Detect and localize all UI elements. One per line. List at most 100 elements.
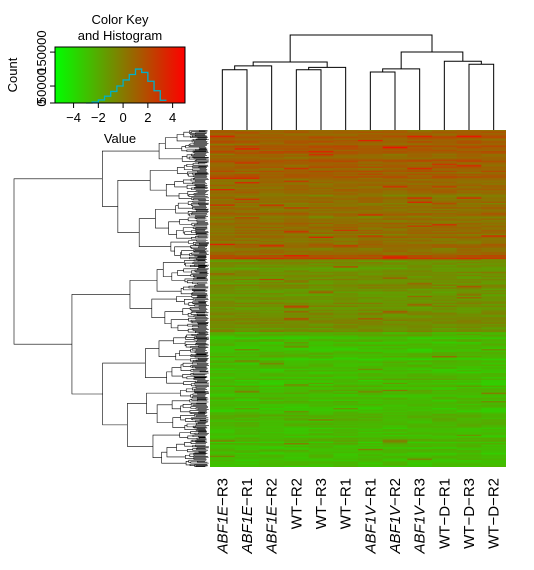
heatmap-cell — [456, 191, 482, 194]
heatmap-cell — [358, 457, 384, 460]
heatmap-cell — [210, 375, 236, 378]
column-dendrogram-branch — [468, 63, 495, 130]
heatmap-cell — [382, 429, 408, 432]
heatmap-cell — [284, 165, 310, 168]
heatmap-cell — [382, 448, 408, 451]
heatmap-cell — [259, 405, 285, 408]
heatmap-cell — [382, 337, 408, 340]
heatmap-cell — [358, 302, 384, 305]
heatmap-cell — [308, 335, 334, 338]
heatmap-cell — [259, 423, 285, 426]
row-dendrogram-branch — [191, 230, 196, 234]
heatmap-cell — [210, 233, 236, 236]
heatmap-cell — [382, 413, 408, 416]
heatmap-cell — [432, 370, 458, 373]
heatmap-cell — [481, 392, 506, 395]
heatmap-cell — [308, 174, 334, 177]
heatmap-cell — [456, 398, 482, 401]
heatmap-cell — [432, 280, 458, 283]
heatmap-cell — [234, 228, 260, 231]
heatmap-cell — [407, 384, 433, 387]
color-key: Color Key and Histogram −4 −2 0 2 4 05000015… — [5, 12, 186, 146]
heatmap-cell — [259, 408, 285, 411]
heatmap-cell — [358, 424, 384, 427]
heatmap-cell — [210, 436, 236, 439]
row-dendrogram-branch — [191, 366, 207, 369]
heatmap-cell — [333, 445, 359, 448]
heatmap-cell — [481, 342, 506, 345]
row-dendrogram-branch — [187, 449, 199, 453]
heatmap-cell — [210, 167, 236, 170]
heatmap-cell — [210, 291, 236, 294]
heatmap-cell — [234, 452, 260, 455]
heatmap-cell — [308, 396, 334, 399]
heatmap-cell — [358, 409, 384, 412]
heatmap-cell — [333, 325, 359, 328]
heatmap-cell — [333, 398, 359, 401]
heatmap-cell — [358, 329, 384, 332]
heatmap-cell — [234, 437, 260, 440]
heatmap-cell — [284, 377, 310, 380]
heatmap-cell — [358, 238, 384, 241]
heatmap-cell — [382, 346, 408, 349]
heatmap-cell — [407, 174, 433, 177]
heatmap-cell — [259, 291, 285, 294]
heatmap-cell — [234, 277, 260, 280]
heatmap-cell — [481, 252, 506, 255]
heatmap-cell — [481, 236, 506, 239]
heatmap-cell — [284, 155, 310, 158]
heatmap-cell — [481, 313, 506, 316]
heatmap-cell — [284, 276, 310, 279]
heatmap-cell — [382, 194, 408, 197]
heatmap-cell — [432, 194, 458, 197]
heatmap-cell — [308, 350, 334, 353]
heatmap-cell — [234, 297, 260, 300]
row-dendrogram-branch — [192, 226, 208, 229]
column-label-suffix: −D−R1 — [436, 478, 453, 526]
heatmap-cell — [284, 138, 310, 141]
heatmap-cell — [481, 349, 506, 352]
heatmap-cell — [259, 319, 285, 322]
row-dendrogram-branch — [196, 311, 209, 314]
heatmap-cell — [432, 396, 458, 399]
heatmap-cell — [481, 458, 506, 461]
heatmap-cell — [456, 441, 482, 444]
row-dendrogram-branch — [194, 134, 207, 137]
heatmap-cell — [259, 368, 285, 371]
heatmap-cell — [333, 451, 359, 454]
heatmap-cell — [382, 358, 408, 361]
heatmap-cell — [259, 301, 285, 304]
heatmap-cell — [358, 333, 384, 336]
heatmap-cell — [407, 146, 433, 149]
heatmap-cell — [432, 295, 458, 298]
heatmap-cell — [259, 231, 285, 234]
heatmap-cell — [481, 284, 506, 287]
heatmap-cell — [358, 372, 384, 375]
heatmap-cell — [234, 434, 260, 437]
heatmap-cell — [308, 222, 334, 225]
heatmap-cell — [308, 179, 334, 182]
heatmap-cell — [481, 351, 506, 354]
heatmap-cell — [481, 391, 506, 394]
row-dendrogram-branch — [194, 249, 207, 251]
heatmap-cell — [382, 229, 408, 232]
heatmap-cell — [234, 146, 260, 149]
heatmap-cell — [259, 309, 285, 312]
heatmap-cell — [234, 360, 260, 363]
heatmap-cell — [210, 135, 236, 138]
heatmap-cell — [210, 253, 236, 256]
heatmap-cell — [358, 427, 384, 430]
row-dendrogram-branch — [156, 404, 173, 423]
heatmap-cell — [210, 360, 236, 363]
row-dendrogram-branch — [192, 262, 208, 264]
heatmap-cell — [407, 409, 433, 412]
heatmap-cell — [456, 271, 482, 274]
heatmap-cell — [407, 452, 433, 455]
heatmap-cell — [382, 322, 408, 325]
heatmap-cell — [210, 323, 236, 326]
heatmap-cell — [259, 131, 285, 134]
heatmap-cell — [308, 287, 334, 290]
heatmap-cell — [333, 422, 359, 425]
heatmap-cell — [234, 186, 260, 189]
heatmap-cell — [358, 412, 384, 415]
